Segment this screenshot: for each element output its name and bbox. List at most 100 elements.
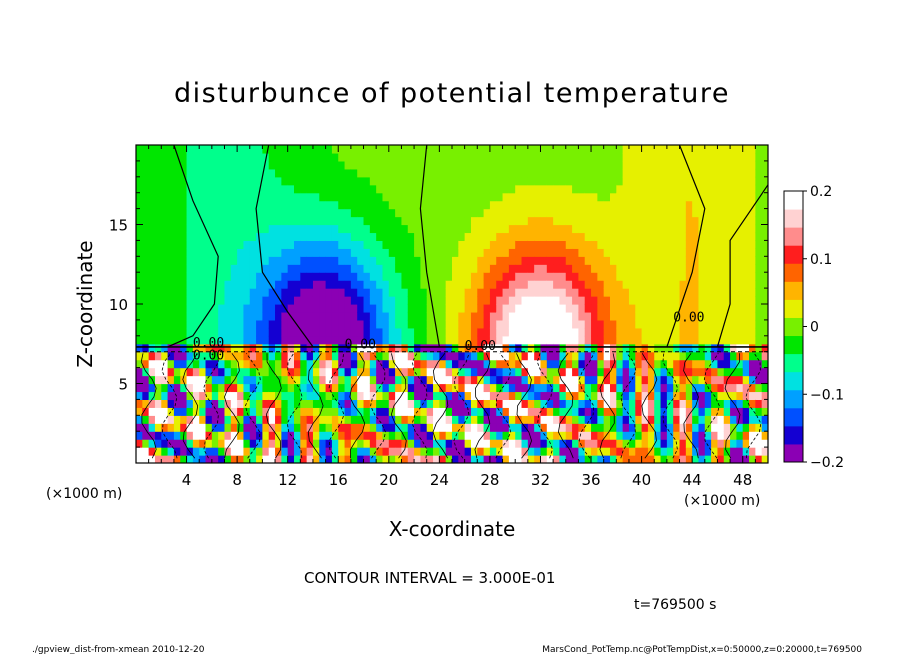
heatmap-cell: [458, 200, 466, 210]
heatmap-cell: [565, 200, 573, 210]
heatmap-cell: [382, 240, 390, 249]
heatmap-cell: [350, 232, 358, 241]
heatmap-cell: [161, 264, 169, 273]
contour-line-zero: [419, 145, 440, 348]
heatmap-cell: [154, 264, 162, 273]
heatmap-cell: [755, 168, 763, 178]
heatmap-cell: [357, 375, 365, 385]
heatmap-cell: [243, 431, 251, 440]
heatmap-cell: [306, 415, 314, 424]
heatmap-cell: [654, 248, 662, 257]
heatmap-cell: [761, 216, 768, 226]
heatmap-cell: [521, 327, 529, 337]
heatmap-cell: [243, 367, 251, 377]
heatmap-cell: [237, 431, 245, 440]
heatmap-cell: [275, 288, 282, 297]
heatmap-cell: [237, 423, 245, 432]
heatmap-cell: [237, 296, 245, 305]
heatmap-cell: [167, 367, 175, 377]
heatmap-cell: [540, 423, 548, 432]
heatmap-cell: [414, 248, 421, 257]
heatmap-cell: [749, 351, 756, 361]
heatmap-cell: [508, 176, 516, 186]
heatmap-cell: [597, 383, 605, 393]
heatmap-cell: [641, 455, 649, 463]
heatmap-cell: [300, 216, 308, 226]
heatmap-cell: [502, 351, 510, 361]
heatmap-cell: [331, 168, 339, 178]
heatmap-cell: [610, 335, 617, 345]
heatmap-cell: [660, 327, 668, 337]
heatmap-cell: [464, 264, 472, 273]
heatmap-cell: [761, 152, 768, 162]
heatmap-cell: [559, 319, 567, 329]
heatmap-cell: [584, 288, 592, 297]
heatmap-cell: [679, 439, 687, 448]
heatmap-cell: [211, 280, 219, 289]
heatmap-cell: [262, 280, 270, 289]
heatmap-cell: [635, 256, 643, 265]
heatmap-cell: [515, 192, 523, 202]
heatmap-cell: [199, 272, 207, 281]
heatmap-cell: [452, 280, 459, 289]
heatmap-cell: [610, 304, 617, 313]
heatmap-cell: [369, 200, 377, 210]
heatmap-cell: [458, 351, 466, 361]
heatmap-cell: [433, 359, 440, 369]
heatmap-cell: [369, 168, 377, 178]
heatmap-cell: [489, 296, 497, 305]
heatmap-cell: [685, 152, 693, 162]
heatmap-cell: [148, 383, 156, 393]
heatmap-cell: [344, 439, 352, 448]
heatmap-cell: [591, 280, 598, 289]
contour-line-turbulent: [474, 353, 491, 459]
heatmap-cell: [521, 208, 529, 218]
heatmap-cell: [698, 168, 706, 178]
heatmap-cell: [180, 383, 188, 393]
heatmap-cell: [281, 248, 289, 257]
heatmap-cell: [477, 160, 485, 170]
heatmap-cell: [426, 431, 434, 440]
heatmap-cell: [420, 200, 428, 210]
heatmap-cell: [723, 240, 731, 249]
heatmap-cell: [711, 224, 719, 234]
heatmap-cell: [382, 176, 390, 186]
heatmap-cell: [628, 439, 636, 448]
heatmap-cell: [755, 455, 763, 463]
heatmap-cell: [591, 407, 598, 416]
heatmap-cell: [312, 407, 320, 416]
heatmap-cell: [350, 391, 358, 400]
heatmap-cell: [540, 200, 548, 210]
heatmap-cell: [458, 232, 466, 241]
heatmap-cell: [622, 399, 630, 408]
heatmap-cell: [294, 168, 301, 178]
heatmap-cell: [268, 447, 276, 456]
heatmap-cell: [458, 383, 466, 393]
heatmap-cell: [344, 280, 352, 289]
heatmap-cell: [281, 152, 289, 162]
heatmap-cell: [464, 447, 472, 456]
heatmap-cell: [338, 439, 346, 448]
heatmap-cell: [521, 415, 529, 424]
heatmap-cell: [173, 160, 181, 170]
heatmap-cell: [426, 192, 434, 202]
heatmap-cell: [477, 319, 485, 329]
heatmap-cell: [167, 288, 175, 297]
heatmap-cell: [401, 319, 409, 329]
heatmap-cell: [319, 375, 327, 385]
heatmap-cell: [477, 335, 485, 345]
heatmap-cell: [167, 168, 175, 178]
heatmap-cell: [439, 280, 447, 289]
colorbar-tick-label: −0.1: [810, 387, 844, 403]
contour-line-turbulent: [724, 353, 741, 459]
heatmap-cell: [205, 272, 213, 281]
heatmap-cell: [553, 367, 561, 377]
heatmap-cell: [186, 311, 194, 321]
heatmap-cell: [173, 224, 181, 234]
heatmap-cell: [749, 319, 756, 329]
heatmap-cell: [489, 375, 497, 385]
heatmap-cell: [647, 304, 655, 313]
heatmap-cell: [470, 248, 478, 257]
heatmap-cell: [458, 272, 466, 281]
heatmap-cell: [540, 240, 548, 249]
